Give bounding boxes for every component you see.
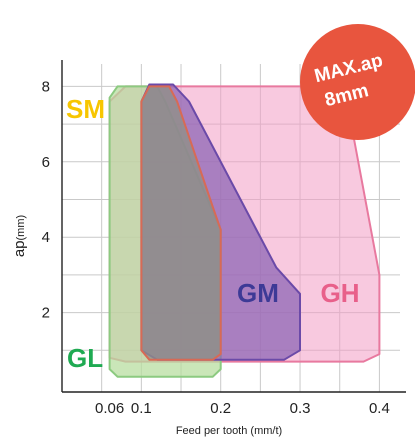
- y-tick-label: 4: [42, 229, 50, 246]
- region-label-gh: GH: [321, 278, 360, 308]
- region-label-sm: SM: [66, 94, 105, 124]
- y-axis-unit: (mm): [15, 215, 27, 241]
- y-tick-label: 2: [42, 305, 50, 322]
- region-label-gl: GL: [67, 343, 103, 373]
- x-tick-label: 0.1: [131, 400, 152, 417]
- x-tick-label: 0.4: [369, 400, 390, 417]
- max-ap-badge: MAX.ap 8mm: [300, 24, 415, 140]
- y-axis-label: ap: [11, 240, 28, 257]
- region-sm: [140, 85, 222, 361]
- badge-circle: [300, 24, 415, 140]
- y-tick-label: 6: [42, 154, 50, 171]
- y-axis-title: ap(mm): [11, 215, 28, 257]
- tick-labels: 0.06 0.1 0.2 0.3 0.4 2 4 6 8: [42, 78, 390, 417]
- x-tick-label: 0.06: [95, 400, 124, 417]
- axes: [61, 60, 406, 393]
- x-tick-label: 0.2: [210, 400, 231, 417]
- region-labels: GH GL GM SM: [66, 94, 360, 373]
- x-tick-label: 0.3: [290, 400, 311, 417]
- x-axis-title: Feed per tooth (mm/t): [176, 425, 282, 437]
- region-label-gm: GM: [237, 278, 279, 308]
- regions: [108, 83, 381, 378]
- y-tick-label: 8: [42, 78, 50, 95]
